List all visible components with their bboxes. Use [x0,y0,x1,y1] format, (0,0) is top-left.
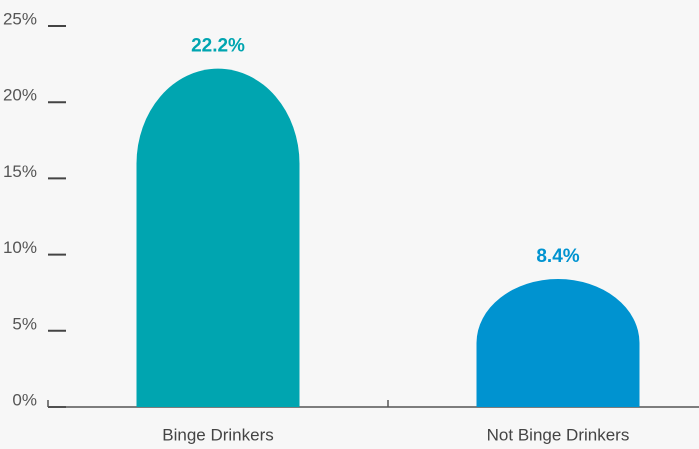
bar [136,68,300,408]
bar [476,278,640,407]
x-tick-label: Not Binge Drinkers [487,425,630,444]
y-tick-label: 15% [3,162,37,181]
y-tick-label: 25% [3,9,37,28]
y-tick-label: 0% [12,390,37,409]
value-label: 8.4% [536,246,579,267]
y-tick-label: 5% [12,314,37,333]
y-tick-label: 20% [3,86,37,105]
x-tick-label: Binge Drinkers [162,425,274,444]
y-tick-label: 10% [3,238,37,257]
value-label: 22.2% [191,36,245,57]
